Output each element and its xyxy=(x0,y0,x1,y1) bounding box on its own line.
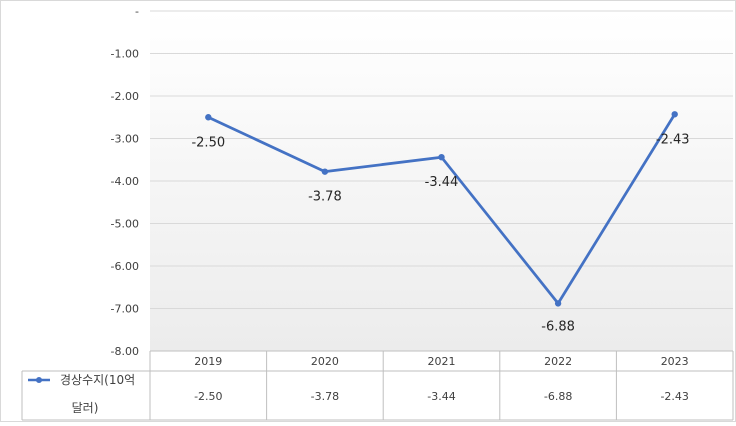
data-label: -2.43 xyxy=(656,132,690,147)
y-tick-label: - xyxy=(135,5,139,18)
y-tick-label: -8.00 xyxy=(111,345,139,358)
x-category-label: 2020 xyxy=(311,355,339,368)
data-point-marker xyxy=(321,168,329,175)
y-tick-label: -2.00 xyxy=(111,90,139,103)
data-label: -6.88 xyxy=(541,319,575,334)
y-tick-label: -1.00 xyxy=(111,48,139,61)
x-category-label: 2022 xyxy=(544,355,572,368)
data-point-marker xyxy=(438,154,445,161)
data-label: -2.50 xyxy=(191,135,225,150)
table-value-cell: -2.50 xyxy=(194,390,222,403)
x-category-label: 2021 xyxy=(428,355,456,368)
data-point-marker xyxy=(205,114,212,121)
legend-series-name-line1: 경상수지(10억 xyxy=(60,373,135,387)
y-tick-label: -6.00 xyxy=(111,260,139,273)
legend-series-name-line2: 달러) xyxy=(72,401,99,415)
x-category-label: 2023 xyxy=(661,355,689,368)
y-tick-label: -3.00 xyxy=(111,133,139,146)
y-tick-label: -7.00 xyxy=(111,303,139,316)
legend-marker-key xyxy=(36,377,42,383)
y-tick-label: -4.00 xyxy=(111,175,139,188)
table-value-cell: -2.43 xyxy=(660,390,688,403)
data-point-marker xyxy=(671,111,678,118)
x-category-label: 2019 xyxy=(194,355,222,368)
data-label: -3.78 xyxy=(308,190,342,205)
table-value-cell: -3.78 xyxy=(311,390,339,403)
data-point-marker xyxy=(554,300,562,307)
data-label: -3.44 xyxy=(425,175,459,190)
y-tick-label: -5.00 xyxy=(111,218,139,231)
table-value-cell: -3.44 xyxy=(427,390,455,403)
table-value-cell: -6.88 xyxy=(544,390,572,403)
